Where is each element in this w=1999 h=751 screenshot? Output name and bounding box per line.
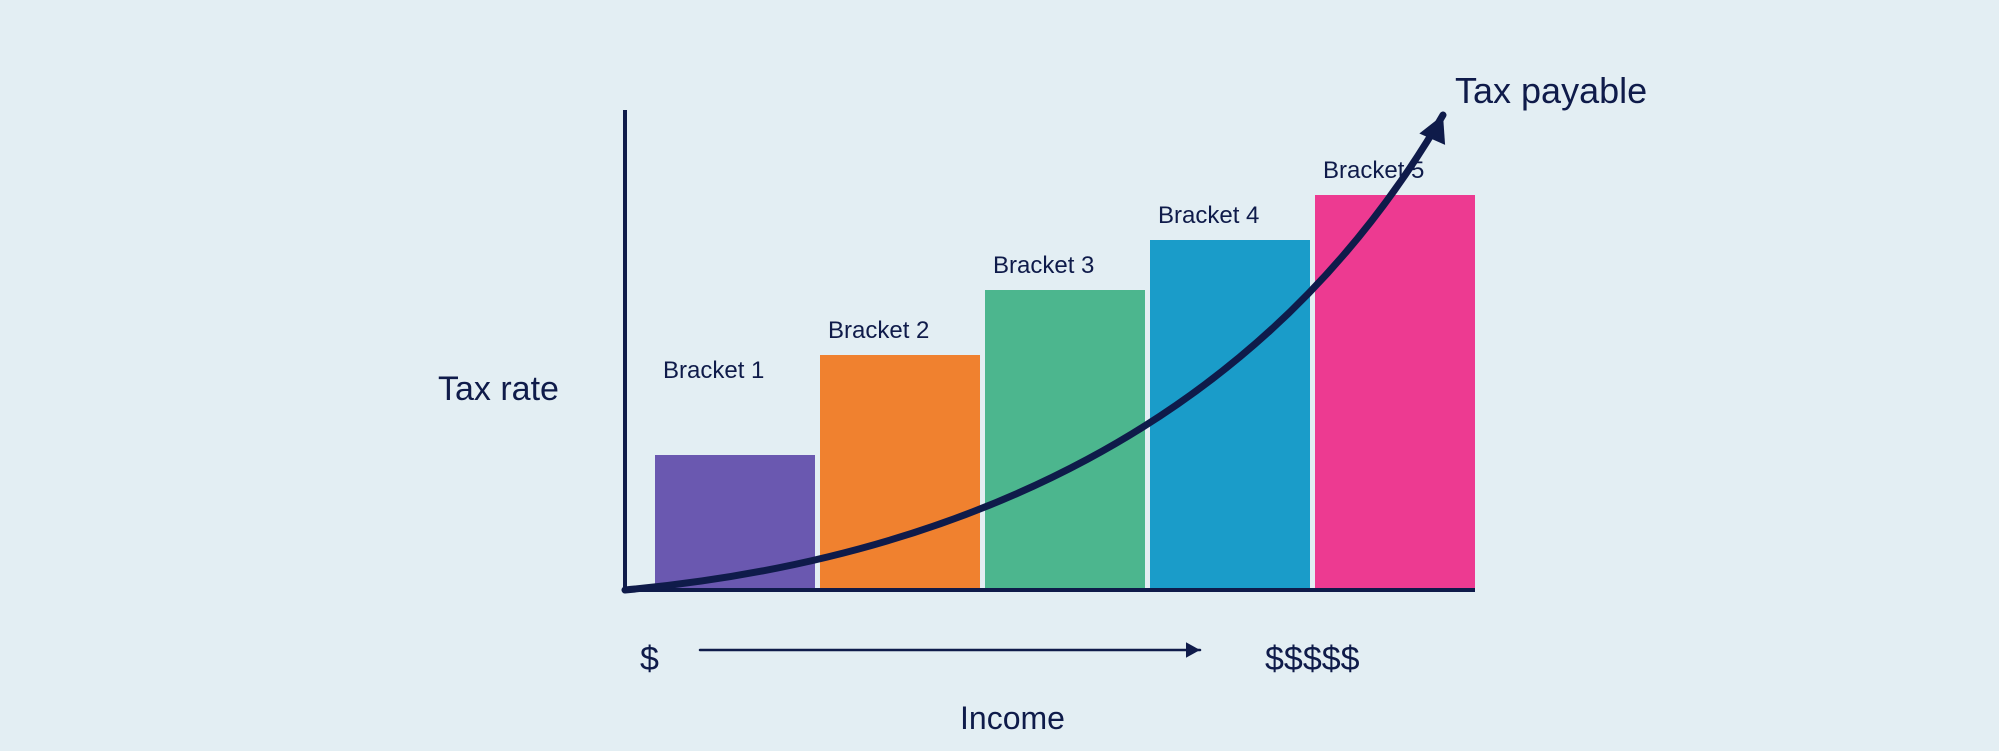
bar-label-4: Bracket 4 — [1158, 202, 1259, 230]
bar-label-2: Bracket 2 — [828, 317, 929, 345]
x-axis-start-symbol: $ — [640, 640, 659, 679]
bar-label-5: Bracket 5 — [1323, 157, 1424, 185]
bar-label-3: Bracket 3 — [993, 252, 1094, 280]
x-direction-arrowhead-icon — [1186, 642, 1200, 657]
x-axis-label: Income — [960, 700, 1065, 737]
chart-stage: Tax rate Tax payable $ $$$$$ Income Brac… — [0, 0, 1999, 751]
bar-1 — [655, 455, 815, 590]
bar-label-1: Bracket 1 — [663, 357, 764, 385]
chart-svg — [0, 0, 1999, 751]
y-axis-label: Tax rate — [438, 370, 559, 409]
bar-5 — [1315, 195, 1475, 590]
curve-label: Tax payable — [1455, 70, 1647, 112]
x-axis-end-symbol: $$$$$ — [1265, 640, 1360, 679]
bar-4 — [1150, 240, 1310, 590]
curve-arrowhead-icon — [1419, 115, 1445, 145]
